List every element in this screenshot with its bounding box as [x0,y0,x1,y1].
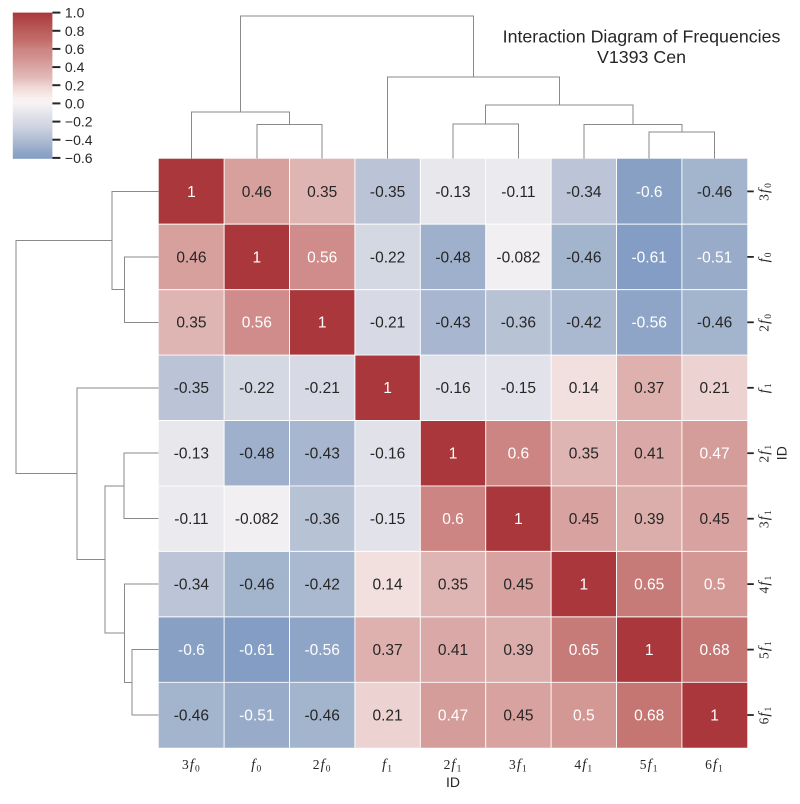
svg-text:-0.11: -0.11 [174,511,208,528]
svg-text:0.45: 0.45 [503,577,533,594]
svg-text:0.35: 0.35 [176,315,206,332]
svg-text:V1393 Cen: V1393 Cen [597,47,686,67]
svg-text:-0.21: -0.21 [370,315,405,332]
svg-text:-0.56: -0.56 [305,642,340,659]
svg-text:1: 1 [383,380,392,397]
svg-text:0.47: 0.47 [438,707,468,724]
svg-text:0.56: 0.56 [242,315,272,332]
svg-text:0.21: 0.21 [700,380,730,397]
svg-text:-0.46: -0.46 [239,577,274,594]
svg-text:0.5: 0.5 [704,577,726,594]
svg-text:0.37: 0.37 [373,642,403,659]
svg-text:0.35: 0.35 [307,184,337,201]
svg-text:f0: f0 [251,757,262,775]
svg-text:-0.48: -0.48 [239,446,274,463]
svg-text:ID: ID [446,774,460,790]
svg-text:0.56: 0.56 [307,249,337,266]
svg-text:0.35: 0.35 [569,446,599,463]
svg-text:-0.15: -0.15 [370,511,405,528]
svg-text:-0.13: -0.13 [435,184,470,201]
svg-text:−0.6: −0.6 [65,150,93,166]
svg-text:-0.22: -0.22 [370,249,405,266]
svg-text:0.65: 0.65 [634,577,664,594]
svg-text:0.68: 0.68 [634,707,664,724]
svg-text:-0.34: -0.34 [566,184,602,201]
svg-text:0.6: 0.6 [442,511,464,528]
svg-text:1: 1 [187,184,196,201]
svg-text:Interaction Diagram of Frequen: Interaction Diagram of Frequencies [503,26,781,46]
svg-text:0.0: 0.0 [65,96,85,112]
svg-text:0.5: 0.5 [573,707,595,724]
svg-text:0.37: 0.37 [634,380,664,397]
svg-text:0.45: 0.45 [700,511,730,528]
svg-text:1: 1 [579,577,588,594]
svg-text:1.0: 1.0 [65,5,85,21]
svg-text:-0.22: -0.22 [239,380,274,397]
svg-text:0.39: 0.39 [634,511,664,528]
svg-text:1: 1 [645,642,654,659]
svg-text:1: 1 [449,446,458,463]
svg-text:0.14: 0.14 [569,380,600,397]
svg-text:-0.36: -0.36 [501,315,536,332]
svg-text:-0.082: -0.082 [496,249,540,266]
svg-text:0.46: 0.46 [242,184,272,201]
svg-text:-0.16: -0.16 [435,380,470,397]
svg-text:-0.46: -0.46 [697,184,732,201]
svg-text:-0.43: -0.43 [435,315,470,332]
svg-text:-0.16: -0.16 [370,446,405,463]
svg-text:-0.11: -0.11 [501,184,535,201]
svg-text:1: 1 [252,249,261,266]
svg-text:f1: f1 [382,757,393,775]
svg-text:0.35: 0.35 [438,577,468,594]
svg-text:-0.46: -0.46 [566,249,601,266]
svg-text:0.41: 0.41 [634,446,664,463]
svg-text:0.6: 0.6 [65,41,85,57]
svg-text:1: 1 [710,707,719,724]
svg-text:0.45: 0.45 [569,511,599,528]
svg-text:-0.43: -0.43 [305,446,340,463]
svg-text:-0.56: -0.56 [632,315,667,332]
svg-text:0.65: 0.65 [569,642,599,659]
svg-text:0.68: 0.68 [700,642,730,659]
svg-text:1: 1 [514,511,523,528]
svg-text:-0.61: -0.61 [632,249,667,266]
svg-text:-0.48: -0.48 [435,249,470,266]
svg-text:f1: f1 [757,382,775,393]
svg-text:1: 1 [318,315,327,332]
svg-text:ID: ID [774,446,790,460]
svg-text:0.14: 0.14 [373,577,404,594]
svg-text:-0.51: -0.51 [239,707,274,724]
svg-text:-0.6: -0.6 [178,642,205,659]
svg-text:-0.42: -0.42 [566,315,601,332]
svg-text:-0.15: -0.15 [501,380,536,397]
svg-text:−0.4: −0.4 [65,132,93,148]
svg-text:-0.35: -0.35 [370,184,405,201]
svg-text:-0.6: -0.6 [636,184,663,201]
svg-text:-0.13: -0.13 [174,446,209,463]
svg-text:−0.2: −0.2 [65,114,93,130]
svg-text:0.46: 0.46 [176,249,206,266]
svg-text:f0: f0 [757,251,775,262]
svg-text:0.4: 0.4 [65,59,85,75]
svg-text:-0.42: -0.42 [305,577,340,594]
svg-text:-0.36: -0.36 [305,511,340,528]
svg-text:0.8: 0.8 [65,23,85,39]
svg-text:-0.34: -0.34 [174,577,210,594]
svg-text:-0.46: -0.46 [305,707,340,724]
svg-text:0.47: 0.47 [700,446,730,463]
svg-text:0.45: 0.45 [503,707,533,724]
svg-text:-0.082: -0.082 [235,511,279,528]
svg-text:-0.51: -0.51 [697,249,732,266]
svg-text:-0.61: -0.61 [239,642,274,659]
svg-text:-0.35: -0.35 [174,380,209,397]
svg-text:0.6: 0.6 [508,446,530,463]
svg-text:-0.46: -0.46 [697,315,732,332]
svg-text:0.39: 0.39 [503,642,533,659]
svg-text:0.41: 0.41 [438,642,468,659]
svg-text:0.21: 0.21 [373,707,403,724]
svg-text:0.2: 0.2 [65,77,85,93]
svg-text:-0.46: -0.46 [174,707,209,724]
svg-text:-0.21: -0.21 [305,380,340,397]
